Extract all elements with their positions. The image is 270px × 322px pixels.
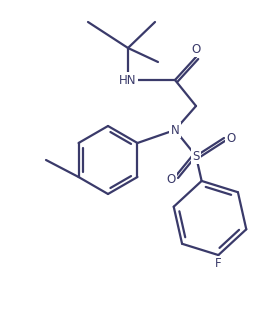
Text: N: N <box>171 124 179 137</box>
Text: S: S <box>192 149 200 163</box>
Text: F: F <box>215 257 222 270</box>
Text: HN: HN <box>119 73 137 87</box>
Text: O: O <box>167 173 176 185</box>
Text: O: O <box>226 131 235 145</box>
Text: O: O <box>191 43 201 56</box>
